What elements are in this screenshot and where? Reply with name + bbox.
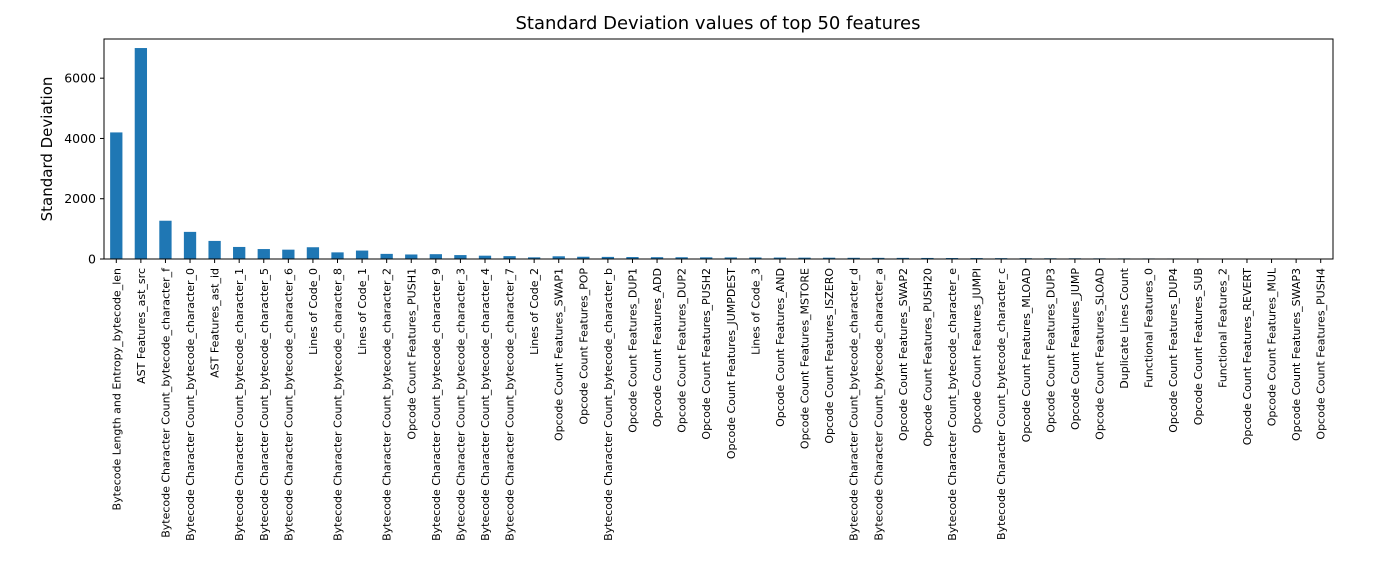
x-tick-label: Bytecode Length and Entropy_bytecode_len (110, 268, 123, 510)
x-tick-label: Opcode Count Features_JUMPI (971, 268, 984, 433)
x-tick-label: Functional Features_2 (1216, 268, 1229, 388)
x-tick-label: Opcode Count Features_AND (774, 268, 787, 427)
x-tick-label: Bytecode Character Count_bytecode_charac… (159, 267, 172, 538)
x-tick-label: Bytecode Character Count_bytecode_charac… (995, 268, 1008, 540)
x-tick-label: Lines of Code_1 (356, 268, 369, 355)
bar (626, 257, 639, 259)
bar (405, 254, 418, 259)
x-tick-label: Opcode Count Features_MLOAD (1020, 268, 1033, 442)
y-tick-label: 6000 (64, 71, 96, 86)
x-tick-label: Bytecode Character Count_bytecode_charac… (848, 268, 861, 541)
x-tick-label: Opcode Count Features_PUSH1 (405, 268, 418, 440)
bar (380, 253, 393, 259)
bar (429, 254, 442, 259)
x-tick-label: Opcode Count Features_ADD (651, 268, 664, 427)
x-tick-label: Bytecode Character Count_bytecode_charac… (332, 268, 345, 541)
bar (208, 240, 221, 259)
bars-layer (110, 48, 1327, 259)
bar (601, 256, 615, 259)
x-tick-label: Lines of Code_0 (307, 268, 320, 355)
x-tick-label: Opcode Count Features_DUP1 (626, 268, 639, 433)
bar (577, 256, 590, 259)
bar (454, 255, 467, 259)
bar (233, 246, 246, 259)
bar (650, 257, 664, 259)
x-tick-label: Opcode Count Features_PUSH2 (700, 268, 713, 440)
x-tick-label: Opcode Count Features_SLOAD (1093, 268, 1106, 440)
x-tick-label: Opcode Count Features_SWAP3 (1290, 268, 1303, 441)
x-tick-label: Opcode Count Features_JUMPDEST (725, 268, 738, 459)
x-tick-label: Bytecode Character Count_bytecode_charac… (282, 268, 295, 541)
bar (724, 257, 737, 259)
bar (331, 252, 344, 259)
x-tick-label: Opcode Count Features_JUMP (1069, 268, 1082, 430)
x-tick-label: Opcode Count Features_PUSH4 (1315, 268, 1328, 440)
x-tick-label: Bytecode Character Count_bytecode_charac… (602, 268, 615, 541)
bar (921, 257, 934, 259)
x-tick-label: Lines of Code_2 (528, 268, 541, 355)
bar (675, 257, 688, 259)
bar (355, 250, 369, 259)
bar (282, 249, 295, 259)
bar (700, 257, 713, 259)
bar (306, 247, 320, 259)
bar (478, 255, 492, 259)
x-tick-label: Duplicate Lines Count (1118, 267, 1131, 388)
x-tick-label: Opcode Count Features_MSTORE (799, 268, 812, 449)
x-tick-label: Lines of Code_3 (749, 268, 762, 355)
x-tick-label: Bytecode Character Count_bytecode_charac… (381, 268, 394, 541)
y-axis-label: Standard Deviation (38, 77, 56, 222)
x-axis: Bytecode Length and Entropy_bytecode_len… (110, 259, 1328, 541)
x-tick-label: Opcode Count Features_POP (577, 268, 590, 425)
bar (822, 257, 836, 259)
bar (257, 249, 270, 259)
x-tick-label: Bytecode Character Count_bytecode_charac… (233, 268, 246, 541)
bar (773, 257, 787, 259)
x-tick-label: Opcode Count Features_SUB (1192, 268, 1205, 425)
x-tick-label: Opcode Count Features_DUP4 (1167, 268, 1180, 433)
x-tick-label: Opcode Count Features_DUP2 (676, 268, 689, 433)
bar (110, 132, 123, 259)
bar (159, 220, 172, 259)
x-tick-label: AST Features_ast_src (135, 268, 148, 384)
x-tick-label: Bytecode Character Count_bytecode_charac… (454, 268, 467, 541)
bar (896, 257, 909, 259)
bar (798, 257, 811, 259)
y-tick-label: 2000 (64, 191, 96, 206)
x-tick-label: Opcode Count Features_MUL (1266, 267, 1279, 426)
bar (872, 257, 885, 259)
y-tick-label: 4000 (64, 131, 96, 146)
x-tick-label: Bytecode Character Count_bytecode_charac… (479, 268, 492, 541)
chart-title: Standard Deviation values of top 50 feat… (516, 13, 921, 34)
x-tick-label: Bytecode Character Count_bytecode_charac… (430, 268, 443, 541)
x-tick-label: Bytecode Character Count_bytecode_charac… (872, 268, 885, 541)
x-tick-label: Bytecode Character Count_bytecode_charac… (504, 268, 517, 541)
bar (749, 257, 762, 259)
x-tick-label: Opcode Count Features_PUSH20 (921, 268, 934, 447)
x-tick-label: Opcode Count Features_SWAP1 (553, 268, 566, 441)
bar (183, 231, 197, 259)
bar (134, 48, 148, 259)
x-tick-label: AST Features_ast_id (209, 268, 222, 378)
x-tick-label: Functional Features_0 (1143, 268, 1156, 388)
bar (847, 257, 860, 259)
x-tick-label: Opcode Count Features_REVERT (1241, 268, 1254, 446)
x-tick-label: Opcode Count Features_SWAP2 (897, 268, 910, 441)
x-tick-label: Opcode Count Features_ISZERO (823, 268, 836, 444)
x-tick-label: Opcode Count Features_DUP3 (1044, 268, 1057, 433)
x-tick-label: Bytecode Character Count_bytecode_charac… (258, 268, 271, 541)
y-tick-label: 0 (88, 252, 96, 267)
bar (552, 256, 565, 259)
y-axis: 0 2000 4000 6000 (64, 71, 104, 267)
x-tick-label: Bytecode Character Count_bytecode_charac… (946, 268, 959, 541)
x-tick-label: Bytecode Character Count_bytecode_charac… (184, 268, 197, 541)
bar (528, 257, 541, 259)
plot-frame (103, 38, 1334, 260)
bar (503, 256, 516, 259)
